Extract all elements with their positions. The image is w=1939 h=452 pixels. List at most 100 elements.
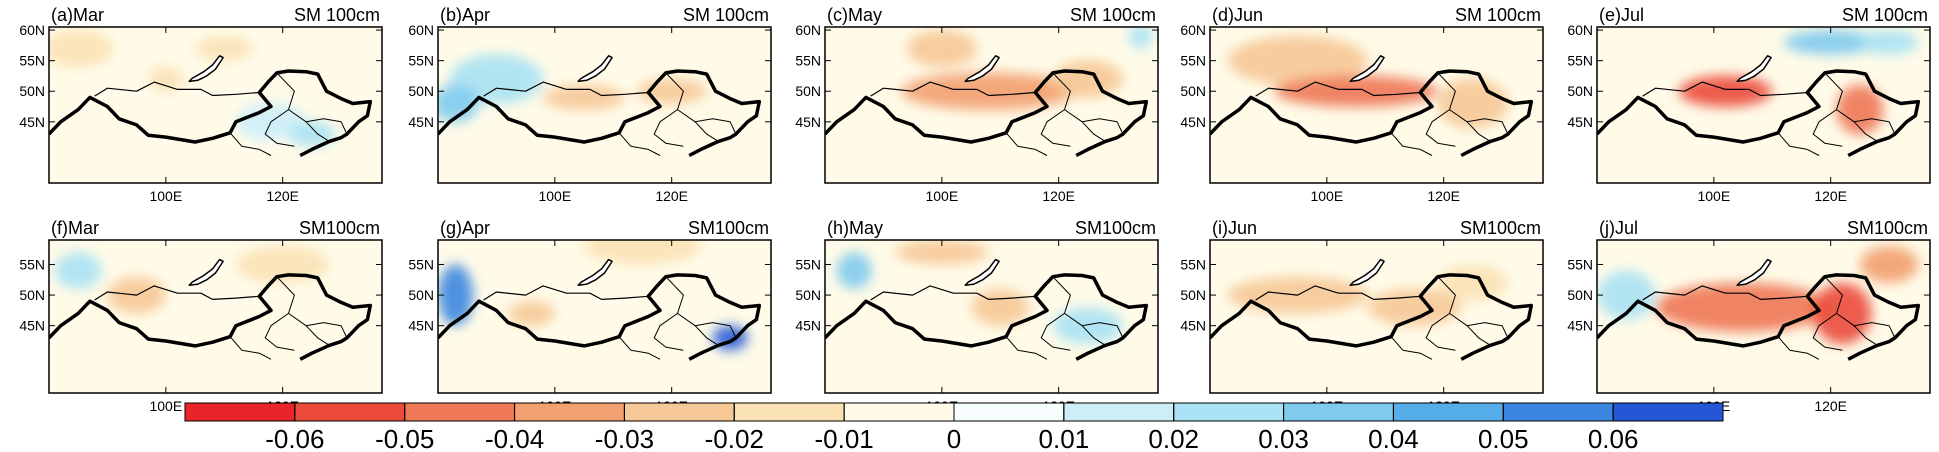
panel-frame: [1209, 26, 1544, 184]
x-tick-label: 100E: [149, 188, 182, 204]
map-panel: (i)JunSM100cm55N50N45N100E120E: [1180, 218, 1544, 414]
panel-frame: [48, 26, 383, 184]
panel-label: (g)Apr: [440, 218, 490, 238]
province-line: [306, 322, 348, 339]
field-blob: [438, 84, 479, 123]
province-line: [1777, 336, 1820, 360]
panel-frame: [1209, 239, 1544, 394]
china-border: [1210, 273, 1534, 361]
china-border: [825, 273, 1149, 361]
lake-baikal: [188, 55, 224, 83]
province-line: [653, 109, 684, 147]
panel-label: (j)Jul: [1599, 218, 1638, 238]
province-line: [276, 72, 330, 142]
field-blob: [543, 84, 625, 110]
province-line: [618, 132, 661, 156]
map-panel: (h)MaySM100cm55N50N45N100E120E: [795, 218, 1159, 414]
y-tick-label: 55N: [19, 53, 45, 69]
province-line: [1425, 109, 1456, 147]
china-border: [1597, 273, 1921, 361]
colorbar-label: 0.06: [1588, 424, 1639, 452]
colorbar-box: [1173, 402, 1285, 422]
colorbar-box: [404, 402, 516, 422]
colorbar-box: [1283, 402, 1394, 422]
panel-frame: [1596, 239, 1931, 394]
field-blob: [1783, 29, 1878, 55]
y-tick-label: 50N: [408, 287, 434, 303]
colorbar-box: [514, 402, 625, 422]
panel-variable: SM100cm: [1460, 218, 1541, 238]
panel-frame: [437, 239, 772, 394]
colorbar-label: -0.01: [815, 424, 874, 452]
china-border: [49, 69, 373, 158]
y-tick-label: 55N: [1567, 53, 1593, 69]
field-blob: [49, 29, 114, 68]
province-line: [1437, 72, 1491, 142]
panel-variable: SM 100cm: [1455, 5, 1541, 25]
field-blob: [836, 252, 872, 289]
field-blobs: [1678, 29, 1919, 135]
lake-baikal: [577, 258, 613, 287]
y-tick-label: 50N: [1180, 83, 1206, 99]
panel-frame: [48, 239, 383, 394]
x-tick-label: 100E: [925, 188, 958, 204]
colorbar-box: [294, 402, 406, 422]
border: [483, 285, 649, 301]
province-line: [1467, 118, 1509, 135]
y-tick-label: 55N: [1180, 53, 1206, 69]
x-tick-label: 100E: [1697, 188, 1730, 204]
border: [483, 81, 649, 97]
field: [438, 240, 771, 393]
province-line: [276, 276, 330, 346]
field: [49, 240, 382, 393]
panel-variable: SM 100cm: [1842, 5, 1928, 25]
y-tick-label: 60N: [1567, 22, 1593, 38]
y-tick-label: 60N: [19, 22, 45, 38]
field-blob: [1655, 282, 1831, 332]
field-blob: [438, 264, 474, 326]
x-tick-label: 120E: [1814, 188, 1847, 204]
panel-variable: SM 100cm: [683, 5, 769, 25]
colorbar-label: -0.06: [265, 424, 324, 452]
field-blob: [195, 35, 254, 61]
province-line: [264, 312, 295, 351]
y-tick-label: 55N: [19, 256, 45, 272]
y-tick-label: 45N: [1180, 318, 1206, 334]
china-border: [1597, 69, 1921, 158]
panel-label: (i)Jun: [1212, 218, 1257, 238]
province-line: [665, 276, 719, 346]
panel-frame: [437, 26, 772, 184]
field-blob: [148, 66, 184, 92]
border: [1255, 285, 1421, 301]
panel-variable: SM100cm: [1847, 218, 1928, 238]
field: [825, 27, 1158, 183]
x-tick-label: 120E: [1427, 188, 1460, 204]
province-line: [1777, 132, 1820, 156]
y-tick-label: 50N: [795, 83, 821, 99]
colorbar-label: 0.02: [1148, 424, 1199, 452]
border: [94, 81, 260, 97]
map-panel: (f)MarSM100cm55N50N45N100E120E: [19, 218, 383, 414]
y-tick-label: 50N: [408, 83, 434, 99]
border: [870, 81, 1036, 97]
y-tick-label: 55N: [1567, 256, 1593, 272]
lake-baikal: [1349, 258, 1385, 287]
colorbar-label: -0.05: [375, 424, 434, 452]
x-tick-label: 120E: [1814, 398, 1847, 414]
province-line: [1437, 276, 1491, 346]
province-line: [1390, 132, 1433, 156]
field: [1597, 27, 1930, 183]
field-blob: [1227, 35, 1368, 86]
field-blobs: [1597, 246, 1919, 345]
border: [870, 285, 1036, 301]
province-line: [1390, 336, 1433, 360]
province-line: [1854, 118, 1896, 135]
colorbar-label: -0.02: [705, 424, 764, 452]
province-line: [1052, 276, 1106, 346]
china-border: [825, 69, 1149, 158]
china-border: [49, 273, 373, 361]
y-tick-label: 45N: [795, 318, 821, 334]
y-tick-label: 45N: [1180, 114, 1206, 130]
field-blob: [1128, 27, 1153, 49]
